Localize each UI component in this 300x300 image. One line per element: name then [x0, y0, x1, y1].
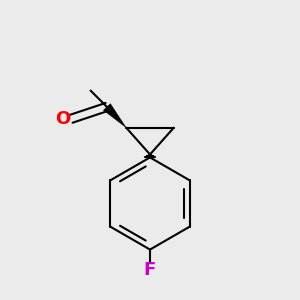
Polygon shape: [103, 104, 126, 128]
Text: F: F: [144, 261, 156, 279]
Text: O: O: [55, 110, 70, 128]
